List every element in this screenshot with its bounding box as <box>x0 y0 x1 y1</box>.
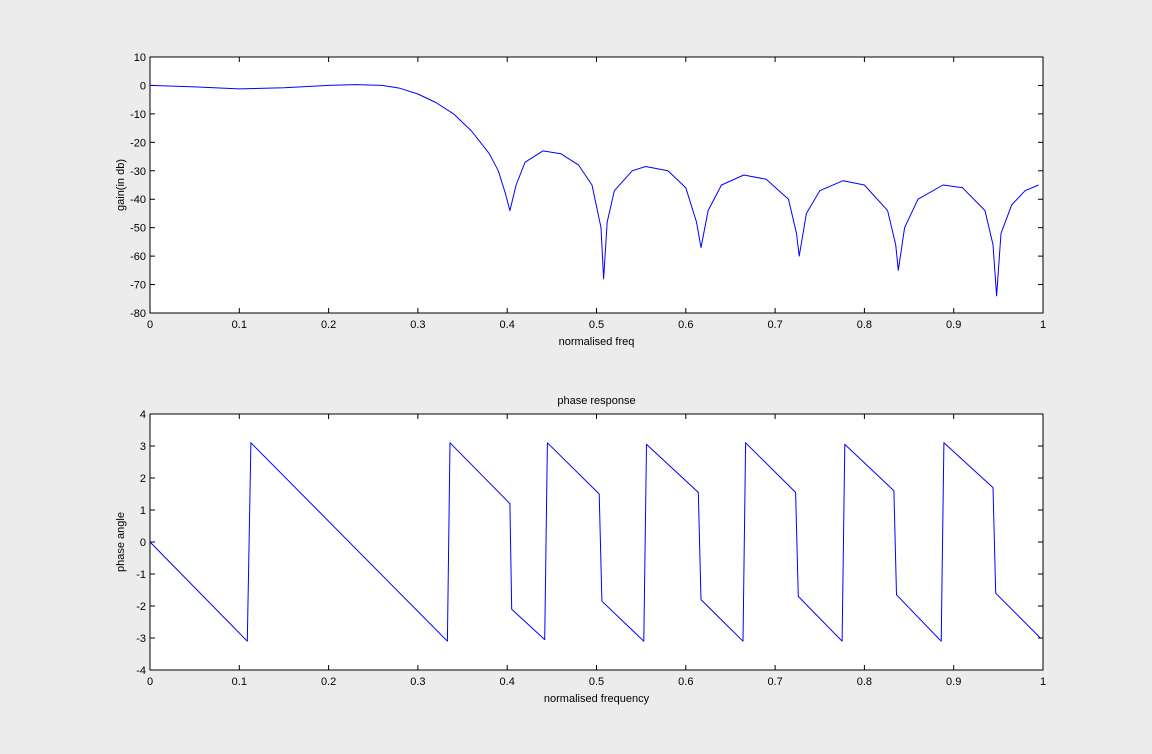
gain-y-tick-label: 10 <box>134 52 146 64</box>
gain-x-tick-label: 0.8 <box>857 319 872 331</box>
phase-x-tick-label: 0 <box>147 676 153 688</box>
gain-y-tick-label: -80 <box>130 308 146 320</box>
gain-plot-area <box>149 56 1044 314</box>
phase-y-tick-label: 0 <box>140 537 146 549</box>
gain-y-tick-label: -70 <box>130 280 146 292</box>
gain-x-tick-label: 1 <box>1040 319 1046 331</box>
gain-x-tick-label: 0.6 <box>678 319 693 331</box>
phase-y-tick-label: -4 <box>136 665 146 677</box>
gain-chart: 0 0.1 0.2 0.3 0.4 0.5 0.6 0.7 0.8 0.9 1 10 0 -10 -20 -3… <box>115 52 1046 348</box>
gain-x-tick-label: 0.5 <box>589 319 604 331</box>
gain-x-tick-label: 0.2 <box>321 319 336 331</box>
gain-x-tick-label: 0.3 <box>410 319 425 331</box>
gain-x-tick-label: 0.4 <box>500 319 515 331</box>
phase-x-axis-label: normalised frequency <box>544 693 650 705</box>
phase-x-tick-label: 0.5 <box>589 676 604 688</box>
phase-x-tick-label: 0.9 <box>946 676 961 688</box>
phase-series-line <box>149 442 1041 642</box>
phase-x-tick-label: 0.3 <box>410 676 425 688</box>
phase-x-tick-label: 0.8 <box>857 676 872 688</box>
phase-x-tick-label: 0.2 <box>321 676 336 688</box>
phase-x-tick-label: 1 <box>1040 676 1046 688</box>
gain-y-axis-label: gain(in db) <box>115 159 127 211</box>
phase-y-axis-label: phase angle <box>115 512 127 572</box>
gain-y-tick-label: -30 <box>130 166 146 178</box>
phase-x-tick-label: 0.7 <box>767 676 782 688</box>
phase-chart: 0 0.1 0.2 0.3 0.4 0.5 0.6 0.7 0.8 0.9 1 4 3 2 1 0 -1 -2 -3… <box>115 395 1046 705</box>
phase-y-tick-label: 2 <box>140 473 146 485</box>
gain-y-tick-label: -20 <box>130 137 146 149</box>
phase-y-tick-label: -2 <box>136 601 146 613</box>
gain-y-tick-label: 0 <box>140 80 146 92</box>
phase-y-tick-label: 1 <box>140 505 146 517</box>
gain-series-line <box>149 84 1039 297</box>
phase-y-tick-label: 4 <box>140 409 146 421</box>
gain-x-tick-label: 0.7 <box>767 319 782 331</box>
phase-plot-area <box>149 413 1044 671</box>
gain-y-tick-label: -40 <box>130 194 146 206</box>
gain-y-tick-label: -50 <box>130 223 146 235</box>
gain-x-tick-label: 0.9 <box>946 319 961 331</box>
phase-chart-title: phase response <box>557 395 635 407</box>
gain-x-axis-label: normalised freq <box>559 336 635 348</box>
gain-x-tick-label: 0 <box>147 319 153 331</box>
gain-y-tick-label: -10 <box>130 109 146 121</box>
gain-y-tick-label: -60 <box>130 251 146 263</box>
phase-y-tick-label: -3 <box>136 633 146 645</box>
gain-x-tick-label: 0.1 <box>232 319 247 331</box>
phase-x-tick-label: 0.1 <box>232 676 247 688</box>
phase-x-tick-label: 0.4 <box>500 676 515 688</box>
phase-y-tick-label: -1 <box>136 569 146 581</box>
phase-x-tick-label: 0.6 <box>678 676 693 688</box>
phase-y-tick-label: 3 <box>140 441 146 453</box>
